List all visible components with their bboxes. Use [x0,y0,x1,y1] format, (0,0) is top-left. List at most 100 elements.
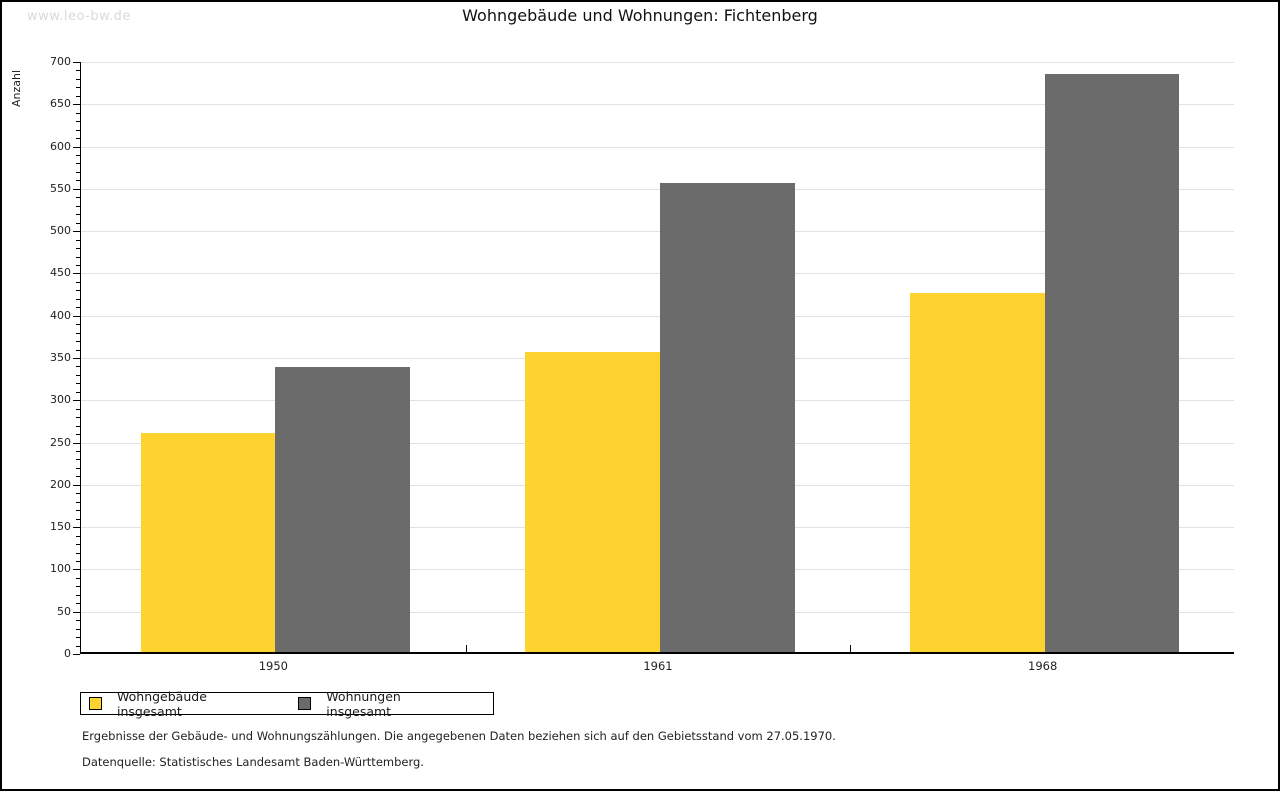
y-axis-minor-tick [76,391,80,393]
y-axis-tick-label: 150 [50,520,71,534]
y-axis-tick [73,442,80,444]
footnote: Ergebnisse der Gebäude- und Wohnungszähl… [82,729,836,743]
y-axis-minor-tick [76,70,80,72]
x-axis-label: 1961 [643,659,673,673]
y-axis-tick-label: 500 [50,224,71,238]
chart-title: Wohngebäude und Wohnungen: Fichtenberg [462,6,818,25]
y-axis-minor-tick [76,298,80,300]
bar-yellow [909,292,1045,652]
y-axis-minor-tick [76,248,80,250]
bar-gray [1044,74,1180,652]
y-axis-minor-tick [76,163,80,165]
y-axis-minor-tick [76,366,80,368]
y-axis-minor-tick [76,214,80,216]
y-axis-tick-label: 650 [50,97,71,111]
y-axis-minor-tick [76,138,80,140]
gridline [81,146,1234,148]
x-axis-label: 1950 [258,659,288,673]
y-axis-minor-tick [76,129,80,131]
y-axis-tick [73,611,80,613]
y-axis-minor-tick [76,451,80,453]
y-axis-minor-tick [76,493,80,495]
y-axis-minor-tick [76,383,80,385]
x-axis-tick [465,645,467,652]
y-axis-tick [73,231,80,233]
y-axis-tick [73,400,80,402]
y-axis-tick-label: 300 [50,393,71,407]
y-axis-minor-tick [76,425,80,427]
y-axis-tick-label: 700 [50,55,71,68]
y-axis-minor-tick [76,476,80,478]
y-axis-minor-tick [76,324,80,326]
y-axis-minor-tick [76,586,80,588]
y-axis-minor-tick [76,197,80,199]
bar-yellow [140,432,276,652]
y-axis-tick [73,273,80,275]
y-axis-minor-tick [76,341,80,343]
plot-area: 0 50 100 150 200 250 300 350 400 450 500 550 600 650 7… [50,55,1234,673]
y-axis-tick [73,654,80,655]
y-axis-tick-label: 350 [50,351,71,364]
y-axis-minor-tick [76,78,80,80]
y-axis-minor-tick [76,121,80,123]
gridline [81,188,1234,190]
y-axis-minor-tick [76,552,80,554]
gridline [81,315,1234,317]
y-axis-minor-tick [76,628,80,630]
gridline [81,104,1234,106]
y-axis-minor-tick [76,95,80,97]
legend-item: Wohnungen insgesamt [298,689,461,719]
y-axis-minor-tick [76,222,80,224]
y-axis-tick [73,358,80,359]
y-axis-minor-tick [76,467,80,469]
y-axis-tick-label: 250 [50,435,71,449]
watermark: www.leo-bw.de [27,9,131,24]
legend: Wohngebäude insgesamt Wohnungen insgesam… [80,689,494,719]
y-axis-minor-tick [76,290,80,292]
data-source: Datenquelle: Statistisches Landesamt Bad… [82,755,424,769]
y-axis-minor-tick [76,408,80,410]
y-axis-tick-label: 100 [50,562,71,576]
gridline [81,231,1234,233]
x-axis-tick [850,645,852,652]
y-axis-tick-label: 0 [64,647,71,660]
y-axis-minor-tick [76,112,80,114]
y-axis-tick-label: 550 [50,181,71,195]
y-axis-minor-tick [76,434,80,436]
y-axis-tick [73,315,80,317]
y-axis-minor-tick [76,87,80,89]
y-axis-tick-label: 200 [50,477,71,491]
y-axis-minor-tick [76,349,80,351]
gridline [81,62,1234,63]
y-axis-tick-label: 600 [50,139,71,153]
x-axis-label: 1968 [1028,659,1058,673]
y-axis-minor-tick [76,171,80,173]
y-axis-tick [73,569,80,571]
y-axis-tick-label: 50 [57,604,71,618]
y-axis-tick [73,104,80,106]
y-axis-tick [73,146,80,148]
y-axis-minor-tick [76,307,80,309]
y-axis-minor-tick [76,637,80,639]
y-axis-minor-tick [76,603,80,605]
y-axis-minor-tick [76,560,80,562]
y-axis-minor-tick [76,577,80,579]
y-axis-minor-tick [76,281,80,283]
y-axis-minor-tick [76,155,80,157]
y-axis-minor-tick [76,205,80,207]
y-axis-tick-label: 450 [50,266,71,280]
y-axis-tick [73,62,80,63]
y-axis-tick-label: 400 [50,308,71,322]
y-axis-minor-tick [76,620,80,622]
legend-label: Wohngebäude insgesamt [117,688,207,719]
y-axis-minor-tick [76,594,80,596]
y-axis-minor-tick [76,510,80,512]
y-axis-minor-tick [76,645,80,647]
gridline [81,273,1234,275]
y-axis-minor-tick [76,459,80,461]
legend-swatch-gray-icon [298,697,312,710]
y-axis-minor-tick [76,544,80,546]
y-axis-minor-tick [76,501,80,503]
bar-gray [659,182,795,652]
